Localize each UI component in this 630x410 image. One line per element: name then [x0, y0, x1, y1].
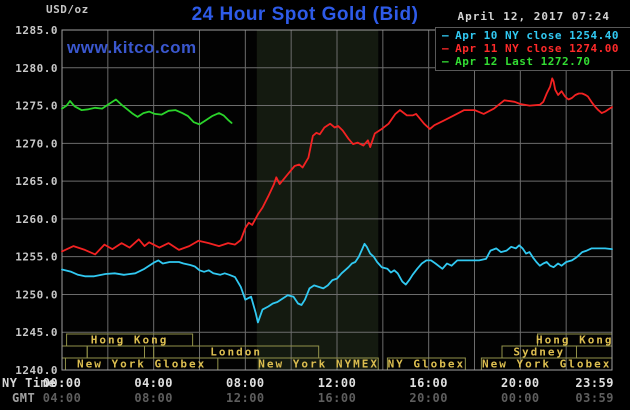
- kitco-watermark: www.kitco.com: [67, 38, 197, 57]
- y-axis-tick: 1240.0: [15, 364, 58, 377]
- legend: – Apr 10 NY close 1254.40 – Apr 11 NY clos…: [435, 27, 630, 71]
- page-title: 24 Hour Spot Gold (Bid): [191, 4, 419, 25]
- session-label: Sydney: [513, 346, 565, 359]
- legend-row-apr12: – Apr 12 Last 1272.70: [442, 55, 630, 68]
- plot-border: [61, 29, 613, 371]
- x-axis-tick: 08:00: [226, 376, 265, 390]
- y-axis-tick: 1260.0: [15, 213, 58, 226]
- x-axis-tick: 03:59: [575, 391, 614, 405]
- x-axis-tick: 04:00: [43, 391, 82, 405]
- session-label: New York Globex: [482, 358, 611, 371]
- x-axis-tick: 12:00: [318, 376, 357, 390]
- y-axis-tick: 1245.0: [15, 326, 58, 339]
- datetime-label: April 12, 2017 07:24: [457, 10, 610, 23]
- legend-label: Apr 12 Last 1272.70: [455, 55, 591, 68]
- session-label: New York Globex: [77, 358, 206, 371]
- x-axis-tick: 16:00: [409, 376, 448, 390]
- legend-label: Apr 10 NY close 1254.40: [455, 29, 619, 42]
- x-axis-tick: 20:00: [501, 376, 540, 390]
- session-label: New York NYMEX: [258, 358, 379, 371]
- y-axis-tick: 1270.0: [15, 137, 58, 150]
- session-box: [153, 345, 320, 359]
- legend-row-apr10: – Apr 10 NY close 1254.40: [442, 29, 630, 42]
- session-label: NY Globex: [388, 358, 466, 371]
- y-axis-tick: 1275.0: [15, 100, 58, 113]
- x-axis-name: GMT: [12, 391, 35, 405]
- session-label: Hong Kong: [91, 334, 169, 347]
- series-line-apr10: [61, 242, 613, 324]
- series-line-apr11: [61, 77, 613, 256]
- y-axis-tick: 1265.0: [15, 175, 58, 188]
- legend-dash-icon: –: [442, 29, 450, 42]
- y-axis-tick: 1285.0: [15, 24, 58, 37]
- legend-row-apr11: – Apr 11 NY close 1274.00: [442, 42, 630, 55]
- x-axis-tick: 08:00: [134, 391, 173, 405]
- session-label: London: [210, 346, 262, 359]
- x-axis-tick: 04:00: [134, 376, 173, 390]
- legend-label: Apr 11 NY close 1274.00: [455, 42, 619, 55]
- legend-dash-icon: –: [442, 55, 450, 68]
- session-label: Hong Kong: [536, 334, 614, 347]
- x-axis-tick: 16:00: [318, 391, 357, 405]
- y-axis-tick: 1280.0: [15, 62, 58, 75]
- unit-label: USD/oz: [46, 3, 89, 16]
- y-axis-tick: 1250.0: [15, 288, 58, 301]
- x-axis-name: NY Time: [2, 376, 56, 390]
- x-axis-tick: 12:00: [226, 391, 265, 405]
- x-axis-tick: 00:00: [501, 391, 540, 405]
- nymex-session-band: [256, 30, 379, 370]
- x-axis-tick: 00:00: [43, 376, 82, 390]
- legend-dash-icon: –: [442, 42, 450, 55]
- y-axis-tick: 1255.0: [15, 251, 58, 264]
- x-axis-tick: 23:59: [575, 376, 614, 390]
- x-axis-tick: 20:00: [409, 391, 448, 405]
- series-line-apr12: [61, 98, 233, 126]
